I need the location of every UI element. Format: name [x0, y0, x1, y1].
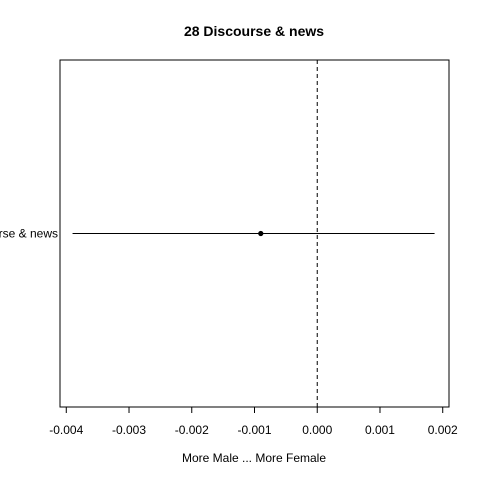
category-label: Discourse & news — [0, 227, 58, 241]
point-estimate — [258, 231, 263, 236]
x-axis-label: More Male ... More Female — [182, 451, 326, 465]
x-axis-ticks: -0.004 -0.003 -0.002 -0.001 0.000 0.001 0.002 — [49, 407, 458, 437]
x-tick-label: -0.002 — [175, 423, 209, 437]
chart-title: 28 Discourse & news — [184, 23, 324, 39]
x-tick-label: 0.000 — [302, 423, 332, 437]
x-tick-label: -0.001 — [237, 423, 271, 437]
x-tick-label: -0.004 — [49, 423, 83, 437]
x-tick-label: -0.003 — [112, 423, 146, 437]
x-tick-label: 0.001 — [365, 423, 395, 437]
series: Discourse & news — [0, 227, 435, 241]
x-tick-label: 0.002 — [428, 423, 458, 437]
